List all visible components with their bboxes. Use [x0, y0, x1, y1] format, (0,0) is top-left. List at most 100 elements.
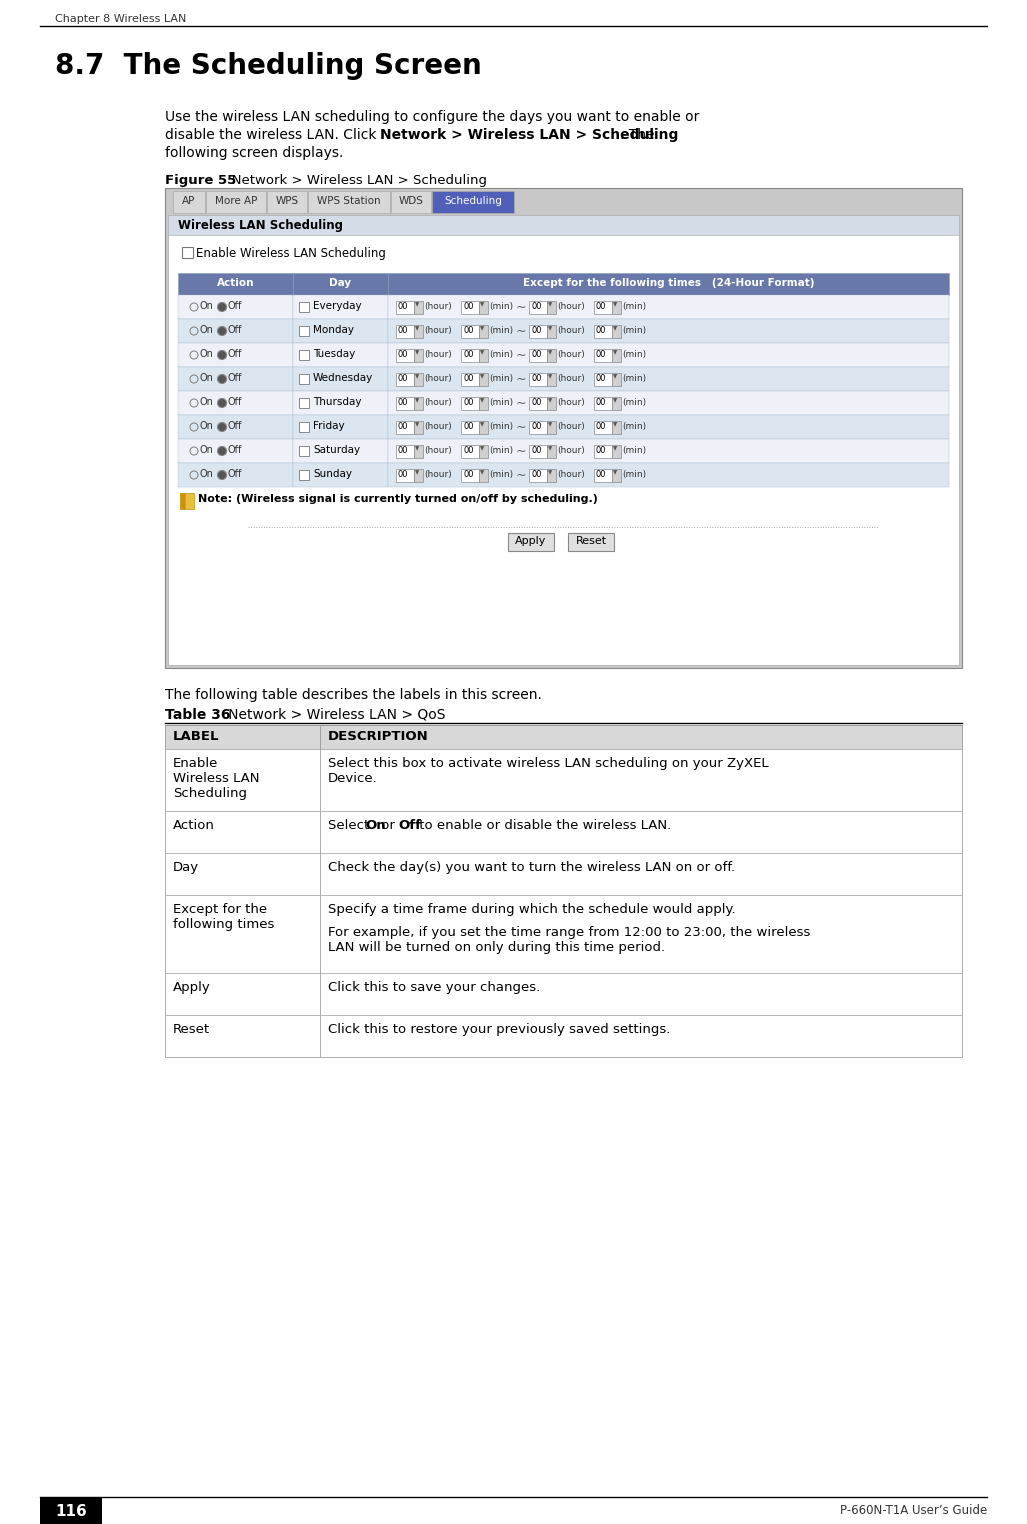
Bar	[388, 273, 949, 296]
Text: Figure 55: Figure 55	[165, 174, 236, 187]
Text: ~: ~	[516, 373, 527, 386]
Text: ▼: ▼	[480, 351, 485, 355]
Text: Sunday: Sunday	[313, 469, 352, 479]
Text: ~: ~	[516, 421, 527, 434]
Text: Click this to save your changes.: Click this to save your changes.	[328, 981, 540, 994]
Bar	[293, 296, 388, 319]
Text: (hour): (hour)	[557, 447, 584, 456]
Bar	[529, 396, 547, 410]
Bar	[396, 445, 414, 459]
Bar	[299, 398, 309, 408]
Text: 00: 00	[463, 351, 473, 360]
Bar	[299, 469, 309, 480]
Text: 00: 00	[463, 422, 473, 431]
Bar	[165, 725, 320, 748]
Bar	[178, 463, 293, 488]
Text: (hour): (hour)	[557, 422, 584, 431]
Bar	[414, 373, 423, 386]
Bar	[547, 396, 556, 410]
Text: 00: 00	[531, 398, 541, 407]
Text: 00: 00	[531, 326, 541, 335]
Bar	[320, 972, 962, 1015]
Text: (hour): (hour)	[557, 373, 584, 383]
Circle shape	[218, 303, 226, 311]
Bar	[479, 373, 488, 386]
Circle shape	[218, 424, 226, 431]
Text: Click this to restore your previously saved settings.: Click this to restore your previously sa…	[328, 1023, 671, 1036]
Text: On: On	[200, 421, 214, 431]
Text: Use the wireless LAN scheduling to configure the days you want to enable or: Use the wireless LAN scheduling to confi…	[165, 110, 699, 123]
Text: 00: 00	[596, 469, 607, 479]
Text: ▼: ▼	[415, 447, 419, 451]
Bar	[594, 469, 612, 482]
Bar	[568, 533, 614, 552]
Text: Off: Off	[228, 445, 242, 456]
Bar	[414, 349, 423, 363]
Text: ▼: ▼	[415, 398, 419, 404]
Bar	[594, 349, 612, 363]
Text: Network > Wireless LAN > Scheduling: Network > Wireless LAN > Scheduling	[219, 174, 487, 187]
Text: Off: Off	[228, 396, 242, 407]
Bar	[165, 187, 962, 668]
Text: Off: Off	[228, 421, 242, 431]
Bar	[594, 325, 612, 338]
Circle shape	[218, 471, 226, 479]
Text: ~: ~	[516, 469, 527, 482]
Bar	[461, 349, 479, 363]
Circle shape	[218, 399, 226, 407]
Bar	[529, 302, 547, 314]
Text: 00: 00	[531, 422, 541, 431]
Text: Select: Select	[328, 818, 374, 832]
Text: Enable: Enable	[173, 757, 219, 770]
Text: to enable or disable the wireless LAN.: to enable or disable the wireless LAN.	[415, 818, 672, 832]
Text: disable the wireless LAN. Click: disable the wireless LAN. Click	[165, 128, 381, 142]
Text: 00: 00	[596, 373, 607, 383]
Bar	[612, 349, 621, 363]
Bar	[267, 190, 307, 213]
Text: Network > Wireless LAN > QoS: Network > Wireless LAN > QoS	[215, 709, 446, 722]
Bar	[414, 396, 423, 410]
Bar	[178, 296, 293, 319]
Bar	[165, 1015, 320, 1058]
Bar	[529, 445, 547, 459]
Text: Thursday: Thursday	[313, 396, 362, 407]
Text: ▼: ▼	[548, 447, 553, 451]
Bar	[165, 811, 320, 853]
Bar	[293, 392, 388, 415]
Circle shape	[218, 375, 226, 383]
Text: (hour): (hour)	[557, 326, 584, 335]
Text: ▼: ▼	[480, 375, 485, 379]
Bar	[320, 748, 962, 811]
Bar	[320, 725, 962, 748]
Bar	[508, 533, 554, 552]
Text: WPS: WPS	[275, 197, 299, 206]
Text: ▼: ▼	[613, 302, 617, 308]
Text: 00: 00	[463, 398, 473, 407]
Bar	[612, 325, 621, 338]
Text: ▼: ▼	[548, 398, 553, 404]
Text: ~: ~	[516, 396, 527, 410]
Bar	[388, 296, 949, 319]
Text: (hour): (hour)	[424, 302, 452, 311]
Text: (hour): (hour)	[424, 351, 452, 360]
Bar	[612, 469, 621, 482]
Bar	[594, 396, 612, 410]
Bar	[479, 445, 488, 459]
Text: AP: AP	[183, 197, 196, 206]
Bar	[173, 190, 205, 213]
Text: Monday: Monday	[313, 325, 354, 335]
Bar	[293, 273, 388, 296]
Text: P-660N-T1A User’s Guide: P-660N-T1A User’s Guide	[840, 1504, 987, 1516]
Text: 00: 00	[531, 447, 541, 456]
Bar	[180, 492, 185, 509]
Text: (min): (min)	[622, 469, 646, 479]
Bar	[529, 421, 547, 434]
Text: ▼: ▼	[548, 422, 553, 428]
Text: Device.: Device.	[328, 773, 378, 785]
Text: Off: Off	[228, 325, 242, 335]
Bar	[479, 325, 488, 338]
Text: Off: Off	[228, 469, 242, 479]
Text: Everyday: Everyday	[313, 302, 362, 311]
Bar	[320, 1015, 962, 1058]
Text: 00: 00	[596, 351, 607, 360]
